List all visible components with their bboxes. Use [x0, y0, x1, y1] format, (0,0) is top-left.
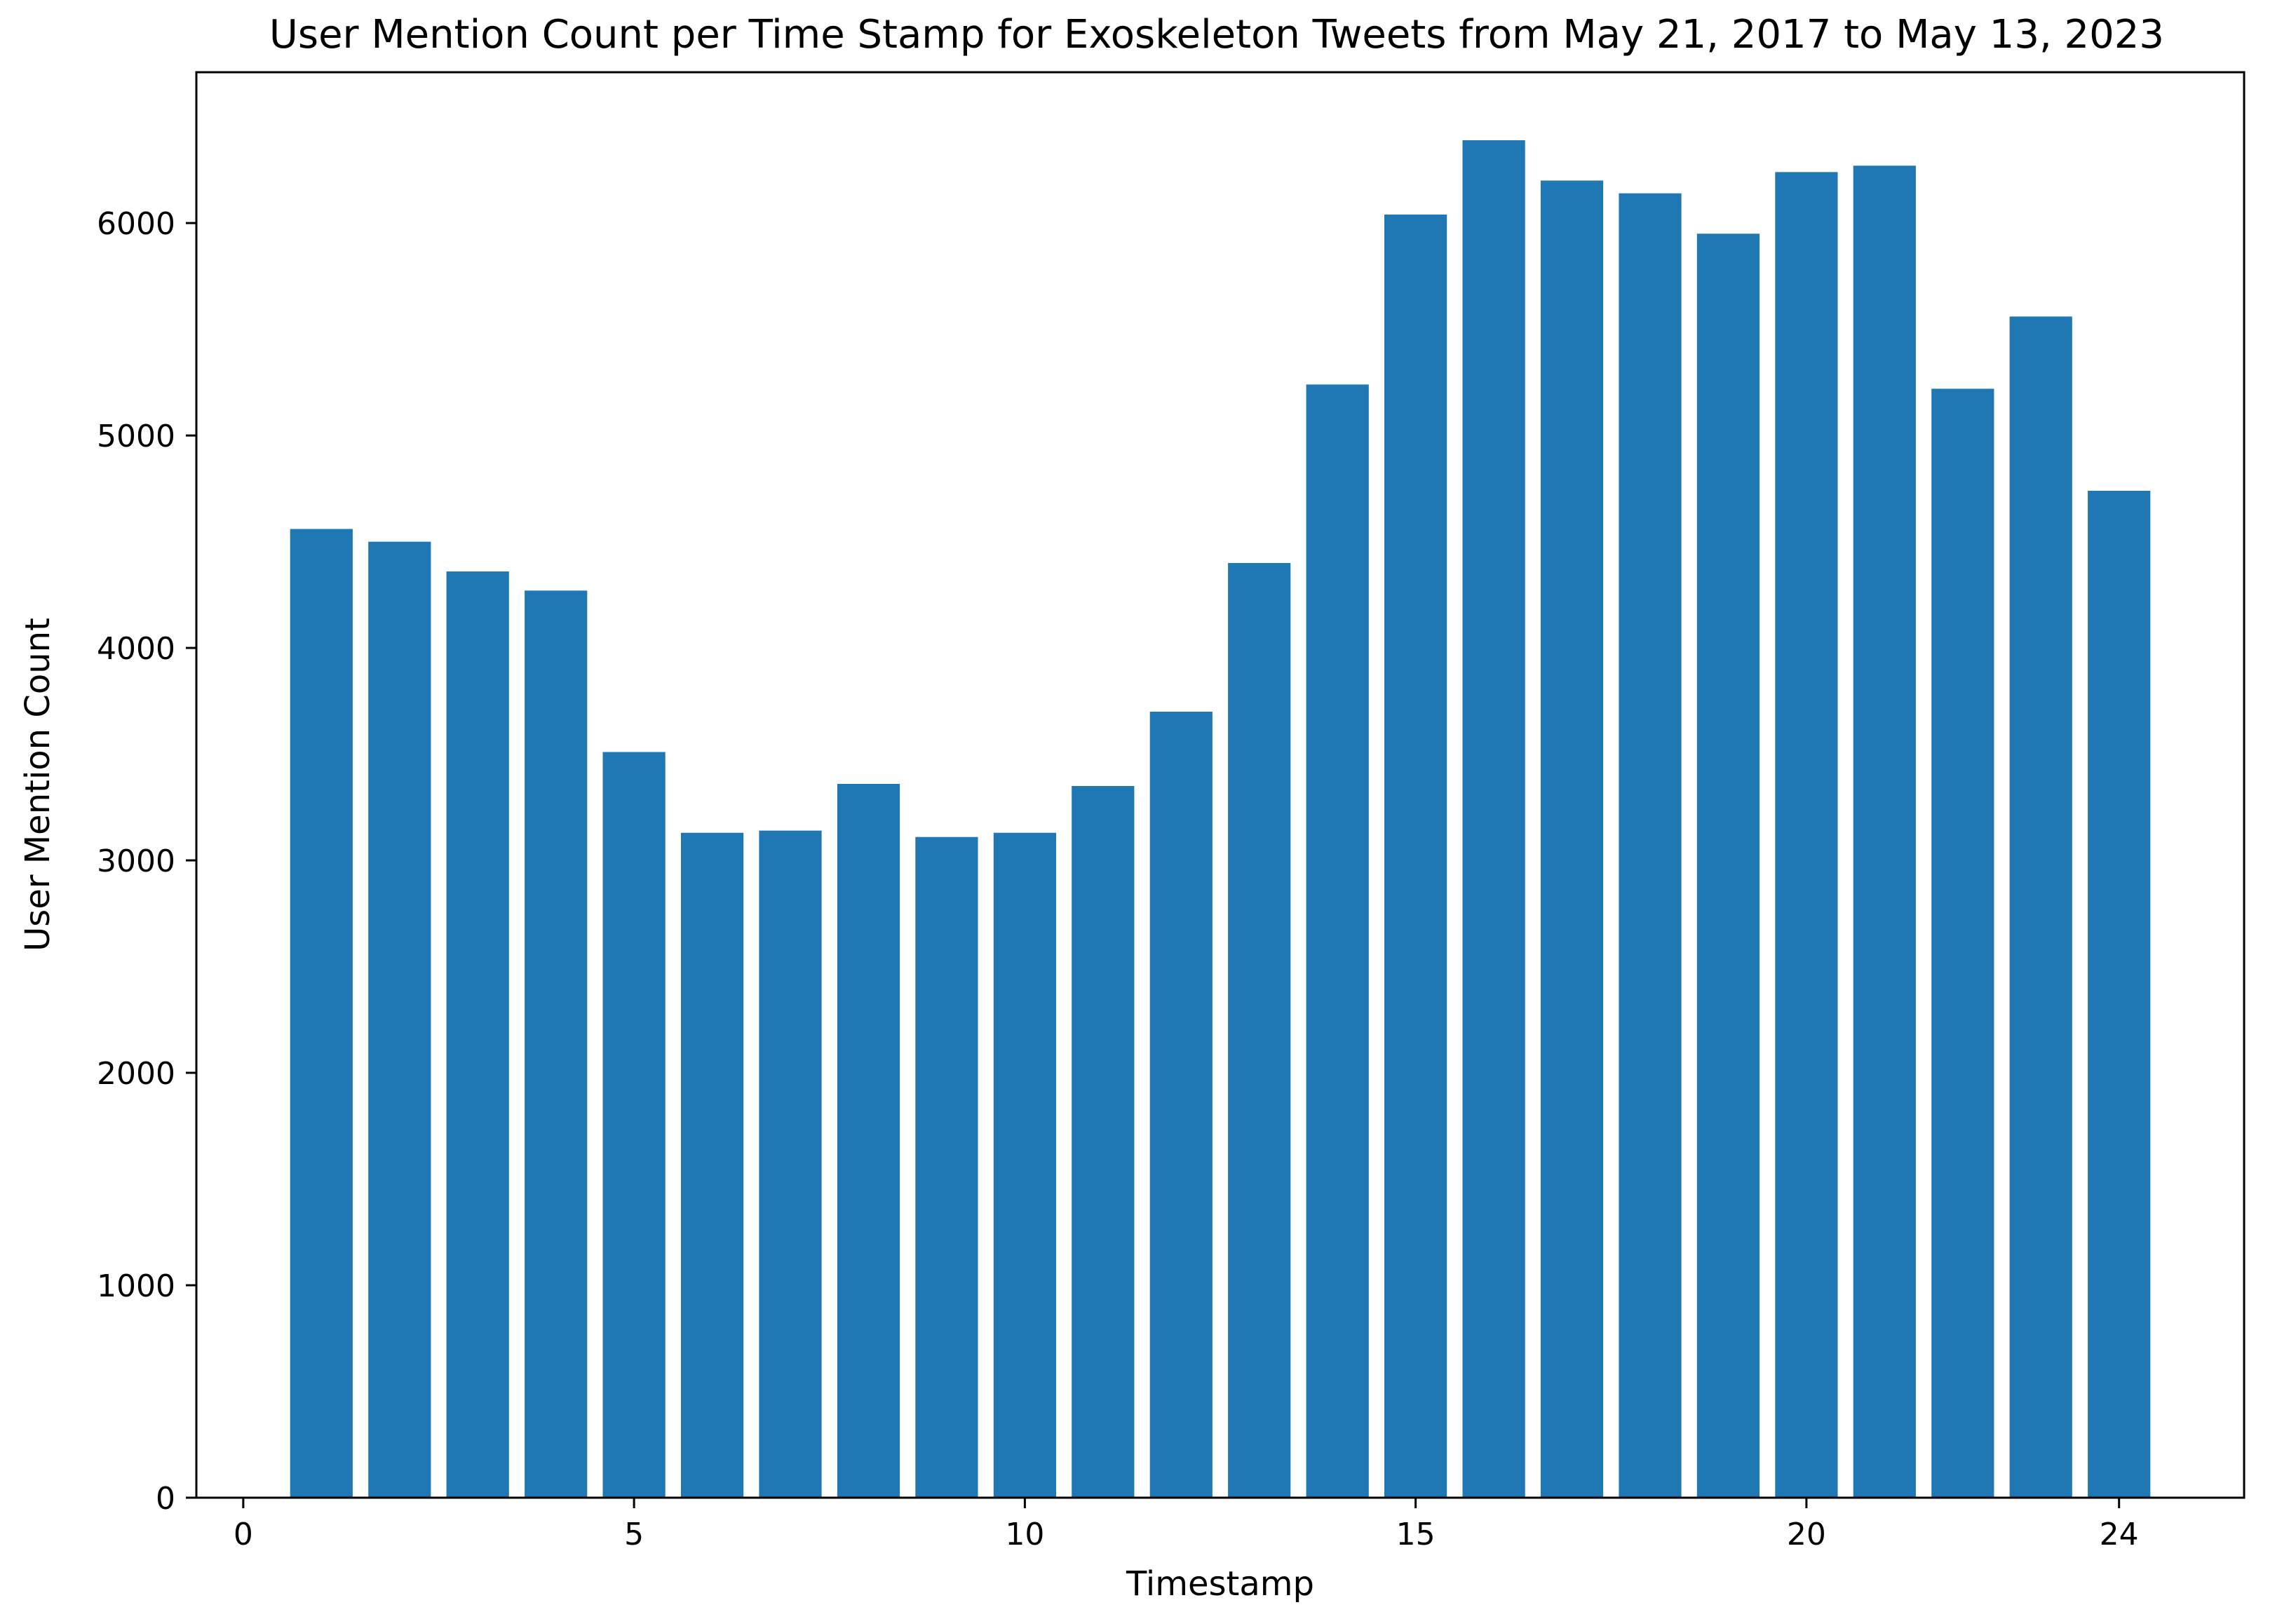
- bar-1: [290, 529, 353, 1498]
- bar-19: [1696, 233, 1760, 1498]
- y-tick-label: 2000: [97, 1056, 175, 1092]
- bar-6: [681, 832, 744, 1498]
- y-tick-label: 4000: [97, 631, 175, 667]
- y-tick-label: 0: [156, 1481, 175, 1517]
- bar-9: [915, 836, 978, 1498]
- bar-24: [2088, 490, 2151, 1498]
- x-tick-label: 10: [1005, 1517, 1044, 1552]
- bar-3: [446, 571, 509, 1498]
- bar-22: [1931, 388, 1994, 1498]
- x-axis-label: Timestamp: [1126, 1564, 1314, 1604]
- x-tick-label: 0: [234, 1517, 253, 1552]
- x-tick-label: 5: [624, 1517, 644, 1552]
- bar-8: [837, 784, 900, 1498]
- bar-21: [1853, 165, 1916, 1498]
- y-tick-label: 1000: [97, 1268, 175, 1304]
- bar-16: [1462, 140, 1525, 1498]
- chart-title: User Mention Count per Time Stamp for Ex…: [269, 12, 2164, 57]
- bar-20: [1775, 172, 1838, 1498]
- y-tick-label: 6000: [97, 206, 175, 242]
- bar-14: [1306, 384, 1369, 1498]
- y-axis-label: User Mention Count: [18, 618, 58, 951]
- bar-18: [1619, 193, 1682, 1498]
- bar-11: [1072, 786, 1135, 1498]
- x-tick-label: 15: [1396, 1517, 1436, 1552]
- bar-7: [759, 830, 822, 1498]
- x-tick-label: 24: [2100, 1517, 2139, 1552]
- bar-13: [1228, 562, 1291, 1498]
- x-axis-ticks: 0 5 10 15 20 24: [234, 1498, 2139, 1552]
- x-tick-label: 20: [1787, 1517, 1826, 1552]
- bar-5: [602, 752, 666, 1498]
- plot-frame: [195, 71, 2246, 1499]
- y-axis-ticks: 0 1000 2000 3000 4000 5000 6000: [97, 206, 196, 1517]
- bar-10: [993, 832, 1056, 1498]
- bar-4: [525, 590, 588, 1498]
- bar-2: [368, 541, 431, 1498]
- bars-group: [290, 140, 2151, 1498]
- y-tick-label: 3000: [97, 844, 175, 879]
- y-tick-label: 5000: [97, 419, 175, 454]
- bar-15: [1384, 215, 1447, 1498]
- bar-23: [2009, 316, 2072, 1498]
- bar-12: [1149, 712, 1213, 1498]
- bar-17: [1540, 180, 1604, 1498]
